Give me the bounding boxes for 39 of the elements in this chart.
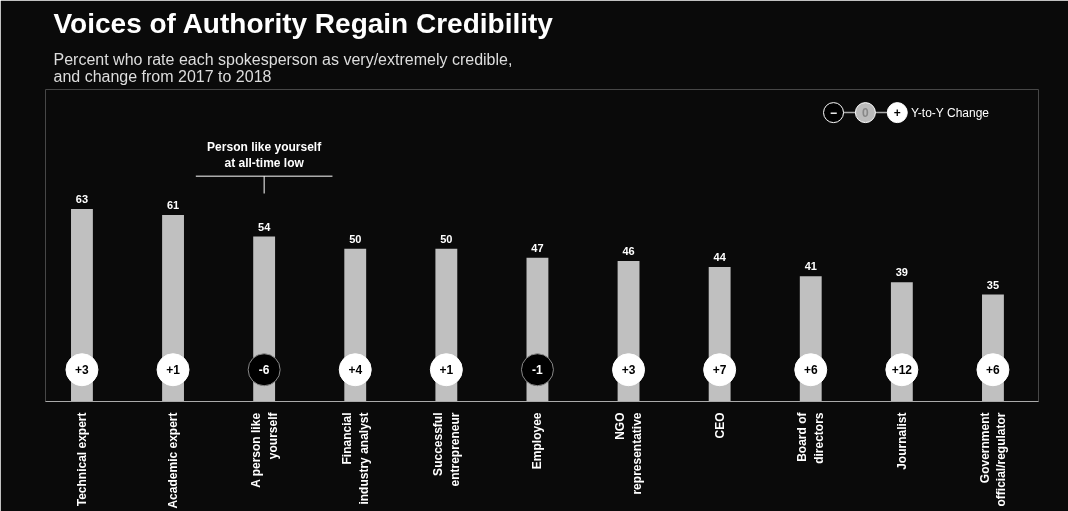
annotation: +4 (348, 363, 363, 378)
annotation: +6 (803, 363, 818, 378)
annotation: -1 (532, 363, 544, 378)
data-label: 50 (440, 232, 453, 245)
annotation: -6 (258, 363, 270, 378)
x-tick-label: A person like yourself (248, 411, 280, 488)
x-tick-label: Employee (530, 412, 545, 470)
text: + (893, 106, 901, 121)
data-label: 39 (895, 266, 908, 279)
x-tick-label: Academic expert (166, 412, 181, 509)
data-label: 41 (804, 260, 817, 273)
annotation: +7 (712, 363, 727, 378)
annotation: +12 (891, 363, 913, 378)
text: − (830, 106, 838, 121)
data-label: 61 (166, 199, 180, 212)
data-label: 50 (349, 232, 362, 245)
x-tick-label: Journalist (894, 412, 909, 470)
x-tick-label: CEO (712, 412, 727, 439)
text: Y-to-Y Change (910, 105, 990, 120)
chart-subtitle: Percent who rate each spokesperson as very/extremely credible, and change from 2017 to 2018 (53, 50, 513, 85)
x-tick-label: Successful entrepreneur (430, 412, 462, 487)
annotation: +1 (166, 363, 181, 378)
x-tick-label: Technical expert (74, 412, 89, 507)
annotation: +3 (621, 363, 636, 378)
data-label: 35 (986, 278, 1000, 291)
annotation: +6 (986, 363, 1001, 378)
x-tick-label: Government official/regulator (977, 412, 1009, 507)
data-label: 54 (258, 220, 272, 233)
data-label: 44 (713, 251, 727, 264)
annotation: +3 (75, 363, 90, 378)
data-label: 46 (622, 245, 635, 258)
chart-title: Voices of Authority Regain Credibility (53, 7, 554, 39)
annotation: Person like yourself at all-time low (207, 139, 323, 171)
data-label: 47 (531, 242, 544, 255)
annotation: +1 (439, 363, 454, 378)
x-tick-label: Board of directors (795, 411, 827, 464)
data-label: 63 (75, 193, 89, 206)
x-tick-label: Financial industry analyst (339, 412, 371, 505)
x-tick-label: NGO representative (613, 412, 644, 495)
